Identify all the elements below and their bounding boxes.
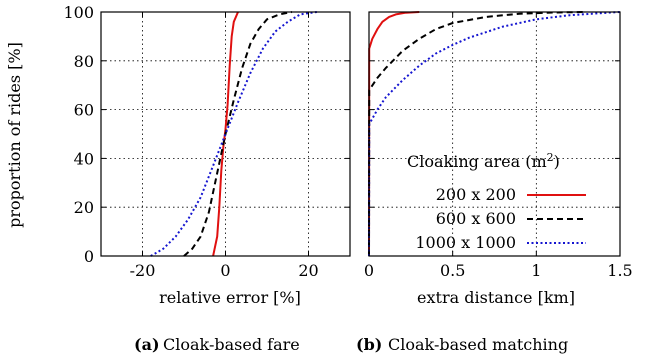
x-tick-label: -20 bbox=[130, 261, 156, 280]
caption-a-text: Cloak-based fare bbox=[163, 335, 300, 354]
y-tick-label: 40 bbox=[74, 149, 94, 168]
y-tick-label: 60 bbox=[74, 101, 94, 120]
legend-label: 1000 x 1000 bbox=[415, 233, 516, 252]
y-tick-label: 100 bbox=[63, 3, 94, 22]
legend-title: Cloaking area (m2) bbox=[407, 151, 560, 171]
x-tick-label: 0 bbox=[364, 261, 374, 280]
y-tick-label: 0 bbox=[84, 247, 94, 266]
x-tick-label: 20 bbox=[298, 261, 318, 280]
legend-title-end: ) bbox=[554, 152, 560, 171]
x-axis-label-b: extra distance [km] bbox=[417, 288, 575, 307]
plot-frame bbox=[368, 11, 621, 257]
legend-label: 600 x 600 bbox=[436, 209, 516, 228]
legend: Cloaking area (m2) 200 x 200 600 x 600 100… bbox=[407, 151, 586, 252]
y-tick-label: 20 bbox=[74, 198, 94, 217]
caption-a-label: (a) bbox=[134, 335, 160, 354]
x-tick-label: 1 bbox=[531, 261, 541, 280]
panel-b: 0 0.5 1 1.5 bbox=[364, 11, 633, 280]
caption-b-text: Cloak-based matching bbox=[388, 335, 568, 354]
caption-b-label: (b) bbox=[356, 335, 382, 354]
x-tick-label: 0 bbox=[220, 261, 230, 280]
series-line-1000x1000 bbox=[150, 11, 317, 257]
series-line-200x200 bbox=[368, 11, 420, 257]
legend-title-sup: 2 bbox=[547, 151, 554, 164]
x-tick-label: 1.5 bbox=[607, 261, 632, 280]
series-line-200x200 bbox=[212, 11, 239, 257]
y-axis-label: proportion of rides [%] bbox=[5, 42, 24, 228]
series-line-1000x1000 bbox=[368, 11, 621, 257]
x-axis-label-a: relative error [%] bbox=[159, 288, 301, 307]
series-line-600x600 bbox=[183, 11, 293, 257]
x-tick-label: 0.5 bbox=[440, 261, 465, 280]
legend-label: 200 x 200 bbox=[436, 185, 516, 204]
y-tick-label: 80 bbox=[74, 52, 94, 71]
panel-a: -20 0 20 0 20 40 60 80 100 bbox=[63, 3, 351, 280]
